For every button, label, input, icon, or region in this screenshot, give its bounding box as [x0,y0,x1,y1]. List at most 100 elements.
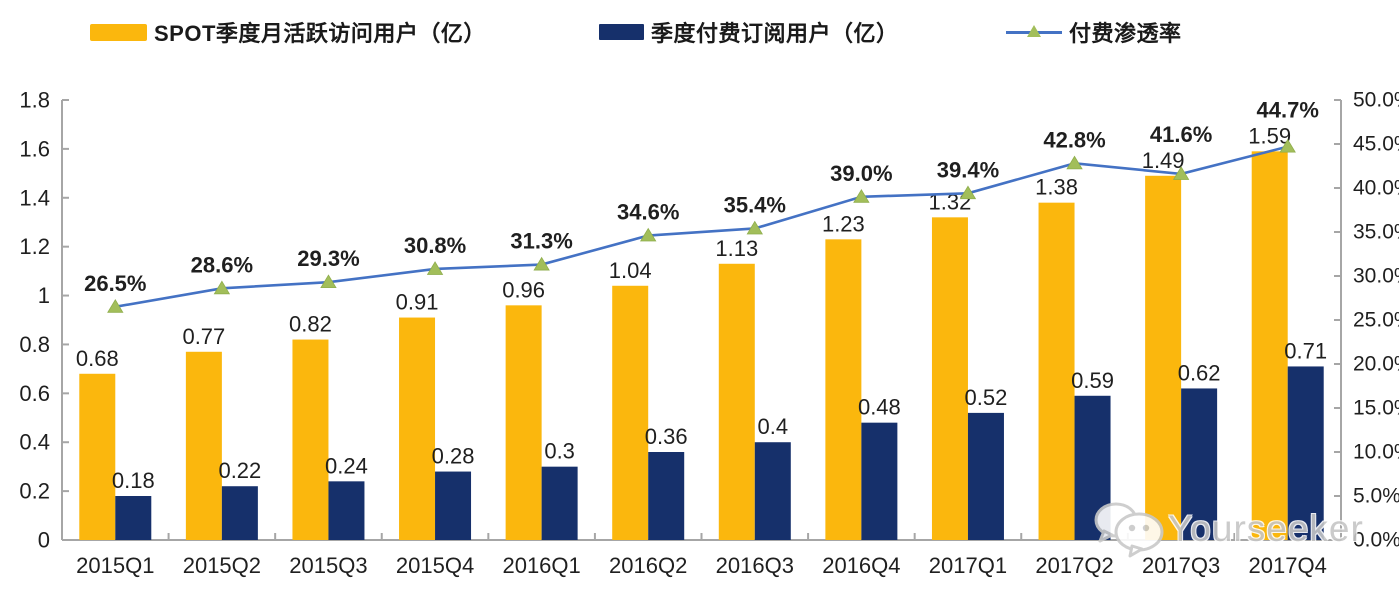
bar-mau [1038,202,1075,540]
left-axis-label: 1.4 [19,185,50,210]
category-label: 2016Q4 [822,553,900,578]
bar-mau [612,285,649,540]
watermark-text: Yourseeker [1168,508,1364,549]
penetration-marker [213,280,231,295]
bar-mau [292,339,329,540]
penetration-label: 35.4% [724,192,786,217]
penetration-marker [746,220,763,235]
line-marker-swatch [1006,24,1062,40]
penetration-marker [107,299,124,313]
penetration-label: 29.3% [297,246,359,271]
category-label: 2015Q2 [183,553,261,578]
legend-label-subs: 季度付费订阅用户（亿） [651,21,899,46]
subs-value-label: 0.28 [432,444,475,469]
right-axis-label: 20.0% [1353,353,1399,376]
left-axis-label: 1.6 [19,136,50,161]
right-axis-label: 40.0% [1353,177,1399,200]
penetration-marker [426,261,444,275]
left-axis-label: 0.2 [19,479,50,504]
subs-value-label: 0.59 [1071,368,1114,393]
right-axis-label: 15.0% [1353,397,1399,420]
penetration-label: 34.6% [617,200,679,225]
right-axis-label: 35.0% [1353,221,1399,244]
penetration-marker [1279,138,1296,153]
subs-value-label: 0.62 [1178,360,1221,385]
penetration-marker [533,256,550,271]
bar-subs [1287,366,1324,540]
penetration-label: 31.3% [510,229,572,254]
bar-subs [861,422,898,540]
bar-subs [435,471,472,540]
bar-mau [505,305,542,540]
subs-value-label: 0.4 [757,414,788,439]
mau-value-label: 0.96 [502,277,545,302]
penetration-label: 44.7% [1257,97,1319,122]
bar-mau [718,263,755,540]
penetration-label: 28.6% [191,252,253,277]
penetration-label: 42.8% [1043,127,1105,152]
penetration-label: 39.4% [937,157,999,182]
navy-bar-swatch [599,24,644,40]
legend: SPOT季度月活跃访问用户（亿） 季度付费订阅用户（亿） 付费渗透率 [0,14,1399,54]
bar-mau [931,217,968,541]
subs-value-label: 0.3 [544,439,575,464]
subs-value-label: 0.48 [858,395,901,420]
watermark: Yourseeker [1090,498,1364,560]
penetration-label: 39.0% [830,161,892,186]
subs-value-label: 0.24 [325,453,368,478]
penetration-marker [640,227,657,242]
penetration-marker [320,274,337,289]
left-axis-label: 0.6 [19,381,50,406]
left-axis-label: 1.2 [19,234,50,259]
category-label: 2015Q1 [76,553,154,578]
left-axis-label: 1 [38,283,50,308]
subs-value-label: 0.36 [645,424,688,449]
bar-subs [221,486,258,540]
bar-mau [825,239,862,541]
right-axis-label: 0.0% [1353,529,1399,552]
category-label: 2017Q3 [1142,553,1220,578]
right-axis-label: 10.0% [1353,441,1399,464]
bar-subs [967,412,1004,540]
right-axis-label: 45.0% [1353,133,1399,156]
bar-subs [1181,388,1218,540]
category-label: 2016Q2 [609,553,687,578]
yellow-bar-swatch [90,23,147,41]
bar-subs [648,452,685,540]
bar-mau [185,351,222,540]
category-label: 2016Q1 [502,553,580,578]
subs-value-label: 0.71 [1284,338,1327,363]
bar-subs [328,481,365,540]
left-axis-label: 1.8 [19,88,50,113]
bar-mau [79,373,116,540]
category-label: 2015Q4 [396,553,474,578]
left-axis-label: 0.4 [19,430,50,455]
category-label: 2016Q3 [716,553,794,578]
mau-value-label: 1.04 [609,258,652,283]
penetration-marker [959,185,977,200]
legend-item-subs: 季度付费订阅用户（亿） [599,14,899,50]
mau-value-label: 0.68 [76,346,119,371]
subs-value-label: 0.22 [218,458,261,483]
mau-value-label: 1.38 [1035,175,1078,200]
legend-label-mau: SPOT季度月活跃访问用户（亿） [154,21,486,46]
wechat-icon [1094,502,1164,558]
category-label: 2017Q4 [1249,553,1327,578]
legend-triangle-marker-icon [1027,25,1041,37]
mau-value-label: 1.49 [1142,148,1185,173]
mau-value-label: 0.82 [289,312,332,337]
right-axis-label: 30.0% [1353,265,1399,288]
right-axis-label: 50.0% [1353,89,1399,112]
bar-mau [1145,175,1182,540]
bar-subs [115,496,152,540]
penetration-label: 26.5% [84,271,146,296]
category-label: 2017Q2 [1035,553,1113,578]
penetration-label: 30.8% [404,233,466,258]
right-axis-label: 5.0% [1353,485,1399,508]
bar-mau [399,317,436,540]
bar-mau [1251,151,1288,541]
subs-value-label: 0.18 [112,468,155,493]
